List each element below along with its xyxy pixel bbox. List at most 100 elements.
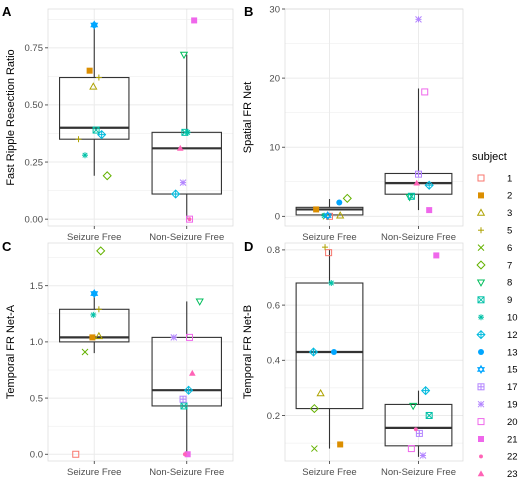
legend-entry: 19 bbox=[477, 400, 518, 411]
x-tick-label: Seizure Free bbox=[67, 467, 121, 477]
x-tick-label: Non-Seizure Free bbox=[381, 467, 456, 477]
data-point bbox=[95, 74, 102, 81]
y-tick-label: 0.4 bbox=[267, 356, 280, 367]
legend-label: 5 bbox=[507, 226, 512, 237]
legend-label: 6 bbox=[507, 243, 512, 254]
data-point bbox=[184, 129, 191, 136]
legend-label: 10 bbox=[507, 313, 518, 324]
legend-label: 8 bbox=[507, 278, 512, 289]
legend-label: 20 bbox=[507, 417, 518, 428]
y-tick-label: 0 bbox=[275, 212, 280, 223]
data-point bbox=[328, 280, 335, 287]
data-point bbox=[421, 386, 431, 396]
y-tick-label: 30 bbox=[269, 4, 280, 15]
data-point bbox=[90, 311, 97, 318]
x-tick-label: Seizure Free bbox=[302, 232, 356, 243]
panel-border bbox=[47, 242, 234, 462]
data-point bbox=[342, 193, 352, 203]
y-axis-title: Spatial FR Net bbox=[242, 82, 254, 154]
y-tick-label: 0.8 bbox=[267, 245, 280, 256]
data-point bbox=[424, 180, 434, 190]
data-point bbox=[75, 136, 82, 143]
y-axis-title: Temporal FR Net-B bbox=[242, 305, 254, 399]
legend-entry: 1 bbox=[477, 173, 512, 184]
data-point bbox=[189, 369, 196, 376]
x-tick-label: Non-Seizure Free bbox=[149, 232, 224, 243]
data-point bbox=[86, 67, 93, 74]
y-tick-label: 10 bbox=[269, 143, 280, 154]
legend-entry: 13 bbox=[478, 347, 518, 358]
data-point bbox=[415, 16, 422, 23]
data-point bbox=[90, 288, 99, 299]
data-point bbox=[311, 445, 318, 452]
data-point bbox=[322, 244, 329, 251]
data-point bbox=[316, 388, 325, 397]
data-point bbox=[179, 51, 189, 60]
legend-label: 15 bbox=[507, 365, 518, 376]
y-axis-title: Temporal FR Net-A bbox=[5, 304, 17, 399]
legend-label: 19 bbox=[507, 400, 518, 411]
legend-entry: 2 bbox=[478, 191, 512, 202]
data-point bbox=[421, 88, 429, 96]
legend-label: 9 bbox=[507, 295, 512, 306]
y-tick-label: 0.6 bbox=[267, 300, 280, 311]
data-point bbox=[90, 20, 99, 30]
y-tick-label: 1.5 bbox=[30, 281, 43, 292]
data-point bbox=[336, 211, 345, 219]
legend-entry: 10 bbox=[478, 313, 518, 324]
panel-border bbox=[284, 8, 464, 227]
x-tick-label: Non-Seizure Free bbox=[149, 467, 224, 477]
box bbox=[295, 282, 364, 410]
legend-entry: 15 bbox=[476, 365, 518, 376]
data-point bbox=[409, 402, 418, 411]
legend-label: 2 bbox=[507, 191, 512, 202]
panel-border bbox=[47, 8, 234, 227]
legend-entry: 5 bbox=[478, 226, 512, 237]
data-point bbox=[415, 170, 422, 178]
data-point bbox=[191, 17, 198, 24]
legend-entry: 7 bbox=[476, 260, 512, 271]
panel-d: 0.2 0.4 0.6 0.8 Seizure Free Non-Seizure Free… bbox=[242, 239, 464, 477]
legend-entry: 6 bbox=[477, 243, 512, 254]
box bbox=[384, 403, 453, 447]
data-point bbox=[419, 452, 427, 459]
data-point bbox=[323, 211, 332, 221]
panel-c: 0.0 0.5 1.0 1.5 Seizure Free Non-Seizure Free… bbox=[2, 239, 234, 477]
y-axis-title: Fast Ripple Resection Ratio bbox=[5, 49, 17, 185]
legend-title: subject bbox=[472, 151, 507, 163]
legend-label: 12 bbox=[507, 330, 518, 341]
data-point bbox=[89, 334, 96, 341]
legend-entry: 12 bbox=[476, 330, 518, 341]
x-tick-label: Seizure Free bbox=[302, 467, 356, 477]
data-point bbox=[184, 451, 191, 458]
data-point bbox=[187, 217, 192, 222]
panel-label: D bbox=[244, 239, 253, 254]
y-tick-label: 0.25 bbox=[25, 157, 44, 168]
y-tick-label: 0.0 bbox=[30, 450, 43, 461]
legend-label: 22 bbox=[507, 452, 518, 463]
legend-entry: 21 bbox=[478, 434, 518, 445]
data-point bbox=[309, 403, 319, 414]
data-point bbox=[183, 385, 194, 395]
data-point bbox=[186, 215, 194, 223]
data-point bbox=[170, 334, 178, 341]
plot-background bbox=[48, 243, 233, 461]
legend-entry: 9 bbox=[477, 295, 512, 306]
legend-label: 21 bbox=[507, 434, 518, 445]
y-tick-label: 0.50 bbox=[25, 100, 44, 111]
panel-label: A bbox=[2, 4, 12, 19]
data-point bbox=[425, 411, 433, 419]
y-tick-label: 1.0 bbox=[30, 337, 43, 348]
data-point bbox=[92, 126, 100, 134]
data-point bbox=[176, 144, 184, 151]
plot-background bbox=[285, 9, 463, 226]
data-point bbox=[407, 192, 415, 200]
data-point bbox=[95, 306, 102, 313]
legend-entry: 17 bbox=[477, 382, 518, 393]
legend-entry: 22 bbox=[479, 452, 518, 463]
data-point bbox=[72, 450, 80, 458]
data-point bbox=[82, 152, 88, 159]
y-tick-label: 0.5 bbox=[30, 393, 43, 404]
data-point bbox=[81, 348, 89, 356]
data-point bbox=[415, 429, 423, 437]
